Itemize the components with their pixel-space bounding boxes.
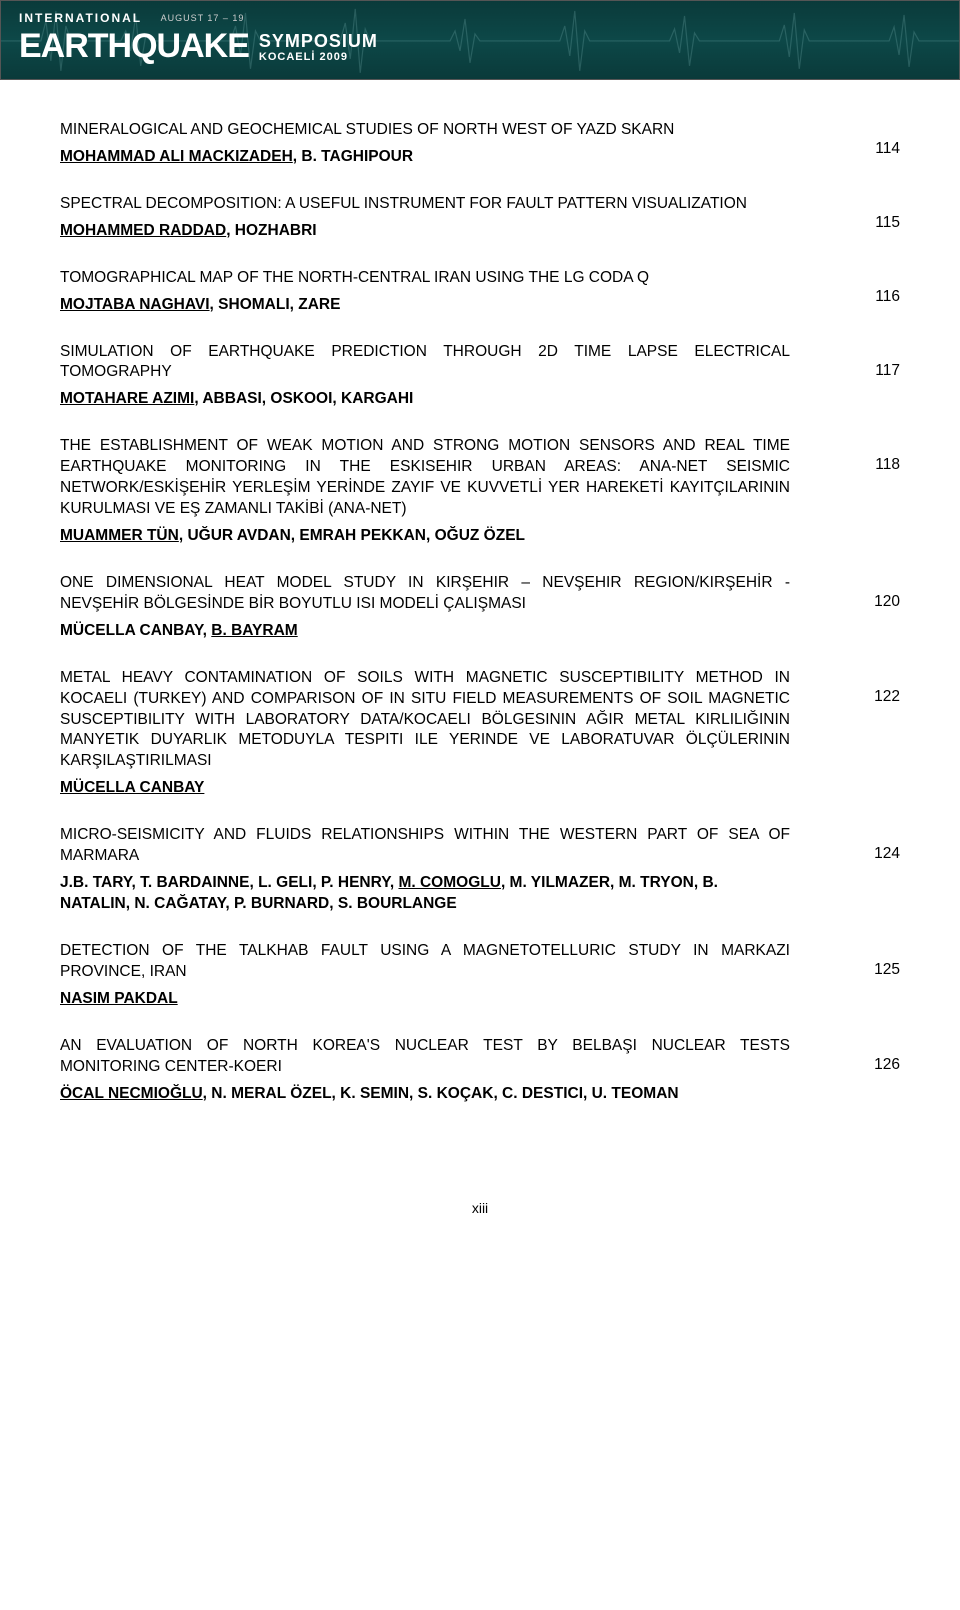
toc-entry-text: AN EVALUATION OF NORTH KOREA'S NUCLEAR T… [60, 1036, 820, 1123]
toc-entry-authors: MOJTABA NAGHAVI, SHOMALI, ZARE [60, 295, 790, 316]
toc-entry-text: DETECTION OF THE TALKHAB FAULT USING A M… [60, 941, 820, 1028]
toc-entry-page: 120 [860, 573, 900, 611]
toc-entry-text: MINERALOGICAL AND GEOCHEMICAL STUDIES OF… [60, 120, 820, 186]
toc-entry: TOMOGRAPHICAL MAP OF THE NORTH-CENTRAL I… [60, 268, 900, 334]
toc-entry-title: MICRO-SEISMICITY AND FLUIDS RELATIONSHIP… [60, 825, 790, 867]
toc-entry-text: TOMOGRAPHICAL MAP OF THE NORTH-CENTRAL I… [60, 268, 820, 334]
toc-entry: MICRO-SEISMICITY AND FLUIDS RELATIONSHIP… [60, 825, 900, 933]
toc-entry-title: THE ESTABLISHMENT OF WEAK MOTION AND STR… [60, 436, 790, 520]
toc-entry-title: MINERALOGICAL AND GEOCHEMICAL STUDIES OF… [60, 120, 790, 141]
toc-entry: SPECTRAL DECOMPOSITION: A USEFUL INSTRUM… [60, 194, 900, 260]
toc-entry-text: THE ESTABLISHMENT OF WEAK MOTION AND STR… [60, 436, 820, 565]
toc-entry-page: 116 [860, 268, 900, 306]
toc-entry-page: 126 [860, 1036, 900, 1074]
toc-entry-page: 125 [860, 941, 900, 979]
toc-entry-page: 114 [860, 120, 900, 158]
toc-entry: SIMULATION OF EARTHQUAKE PREDICTION THRO… [60, 342, 900, 429]
toc-entry-authors: MOHAMMAD ALI MACKIZADEH, B. TAGHIPOUR [60, 147, 790, 168]
toc-entry: DETECTION OF THE TALKHAB FAULT USING A M… [60, 941, 900, 1028]
toc-entry: THE ESTABLISHMENT OF WEAK MOTION AND STR… [60, 436, 900, 565]
toc-entry-authors: J.B. TARY, T. BARDAINNE, L. GELI, P. HEN… [60, 873, 790, 915]
toc-entry-authors: MÜCELLA CANBAY [60, 778, 790, 799]
header-earthquake: EARTHQUAKE [19, 29, 249, 63]
header-text-block: INTERNATIONAL AUGUST 17 – 19 EARTHQUAKE … [19, 9, 378, 63]
toc-entry-text: SPECTRAL DECOMPOSITION: A USEFUL INSTRUM… [60, 194, 820, 260]
toc-entry-title: METAL HEAVY CONTAMINATION OF SOILS WITH … [60, 668, 790, 773]
toc-entry-title: SIMULATION OF EARTHQUAKE PREDICTION THRO… [60, 342, 790, 384]
toc-entry-title: ONE DIMENSIONAL HEAT MODEL STUDY IN KIRŞ… [60, 573, 790, 615]
toc-entry: AN EVALUATION OF NORTH KOREA'S NUCLEAR T… [60, 1036, 900, 1123]
toc-entry: METAL HEAVY CONTAMINATION OF SOILS WITH … [60, 668, 900, 818]
toc-entry-page: 115 [860, 194, 900, 232]
toc-entry-authors: ÖCAL NECMIOĞLU, N. MERAL ÖZEL, K. SEMIN,… [60, 1084, 790, 1105]
toc-entry-title: AN EVALUATION OF NORTH KOREA'S NUCLEAR T… [60, 1036, 790, 1078]
header-location: KOCAELİ 2009 [259, 52, 378, 63]
header-banner: INTERNATIONAL AUGUST 17 – 19 EARTHQUAKE … [0, 0, 960, 80]
toc-entry-authors: MÜCELLA CANBAY, B. BAYRAM [60, 621, 790, 642]
toc-entry-title: SPECTRAL DECOMPOSITION: A USEFUL INSTRUM… [60, 194, 790, 215]
toc-entry-page: 122 [860, 668, 900, 706]
toc-entry-page: 124 [860, 825, 900, 863]
toc-entry-authors: MUAMMER TÜN, UĞUR AVDAN, EMRAH PEKKAN, O… [60, 526, 790, 547]
toc-entry-text: SIMULATION OF EARTHQUAKE PREDICTION THRO… [60, 342, 820, 429]
toc-entry-text: MICRO-SEISMICITY AND FLUIDS RELATIONSHIP… [60, 825, 820, 933]
toc-entry-authors: MOHAMMED RADDAD, HOZHABRI [60, 221, 790, 242]
toc-entry-text: METAL HEAVY CONTAMINATION OF SOILS WITH … [60, 668, 820, 818]
toc-entry-page: 117 [860, 342, 900, 380]
toc-entry: ONE DIMENSIONAL HEAT MODEL STUDY IN KIRŞ… [60, 573, 900, 660]
header-date: AUGUST 17 – 19 [161, 13, 245, 23]
toc-entry-text: ONE DIMENSIONAL HEAT MODEL STUDY IN KIRŞ… [60, 573, 820, 660]
page-number: xiii [0, 1200, 960, 1216]
toc-entry-page: 118 [860, 436, 900, 474]
toc-entry: MINERALOGICAL AND GEOCHEMICAL STUDIES OF… [60, 120, 900, 186]
toc-content: MINERALOGICAL AND GEOCHEMICAL STUDIES OF… [0, 80, 960, 1160]
toc-entry-authors: MOTAHARE AZIMI, ABBASI, OSKOOI, KARGAHI [60, 389, 790, 410]
header-international: INTERNATIONAL [19, 11, 142, 25]
header-symposium: SYMPOSIUM [259, 32, 378, 50]
toc-entry-title: DETECTION OF THE TALKHAB FAULT USING A M… [60, 941, 790, 983]
toc-entry-title: TOMOGRAPHICAL MAP OF THE NORTH-CENTRAL I… [60, 268, 790, 289]
toc-entry-authors: NASIM PAKDAL [60, 989, 790, 1010]
